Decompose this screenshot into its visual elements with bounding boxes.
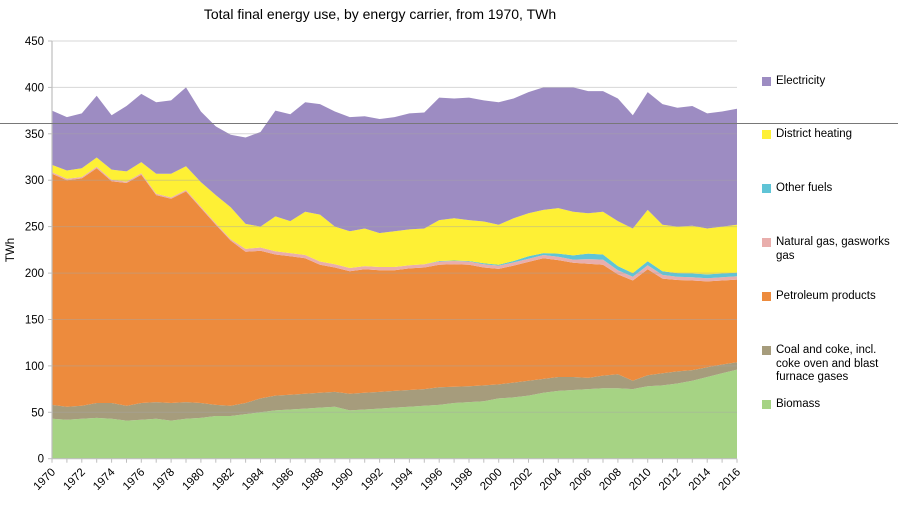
legend-label: Coal and coke, incl. coke oven and blast… (776, 344, 879, 384)
legend-swatch (762, 184, 771, 193)
x-tick-label-1992: 1992 (359, 466, 386, 493)
y-tick-label-300: 300 (25, 175, 44, 187)
y-tick-label-350: 350 (25, 129, 44, 141)
y-tick-label-200: 200 (25, 268, 44, 280)
legend-label: Petroleum products (776, 290, 876, 302)
legend-swatch (762, 400, 771, 409)
legend-swatch (762, 238, 771, 247)
x-tick-label-2002: 2002 (508, 466, 535, 493)
x-tick-label-2012: 2012 (657, 466, 684, 493)
chart-title: Total final energy use, by energy carrie… (203, 6, 557, 22)
legend-label: Electricity (776, 75, 826, 87)
area-petroleum-products (52, 168, 737, 407)
area-district-heating (52, 157, 737, 275)
x-tick-label-1972: 1972 (61, 466, 88, 493)
x-tick-label-1986: 1986 (270, 466, 297, 493)
legend-item-district-heating: District heating (762, 128, 852, 142)
y-tick-label-150: 150 (25, 315, 44, 327)
legend-label: Natural gas, gasworks gas (776, 236, 890, 262)
x-tick-label-1976: 1976 (121, 466, 148, 493)
legend-label: Other fuels (776, 182, 833, 194)
y-tick-label-400: 400 (25, 82, 44, 94)
legend-item-electricity: Electricity (762, 75, 825, 89)
x-tick-label-2014: 2014 (687, 466, 714, 493)
area-biomass (52, 369, 737, 459)
x-tick-label-1982: 1982 (210, 466, 237, 493)
x-tick-label-2010: 2010 (627, 466, 654, 493)
area-coal-and-coke-incl-coke-oven-and-blast-furnace-gases (52, 362, 737, 421)
legend-label: District heating (776, 128, 853, 140)
x-tick-label-2006: 2006 (568, 466, 595, 493)
x-tick-label-2016: 2016 (717, 466, 744, 493)
x-tick-label-1994: 1994 (389, 466, 416, 493)
legend-item-coal-and-coke-incl-coke-oven-and-blast-furnace-gases: Coal and coke, incl. coke oven and blast… (762, 344, 896, 385)
x-tick-label-1996: 1996 (419, 466, 446, 493)
x-tick-label-2008: 2008 (597, 466, 624, 493)
x-tick-label-1998: 1998 (449, 466, 476, 493)
x-tick-label-1980: 1980 (180, 466, 207, 493)
x-tick-label-2004: 2004 (538, 466, 565, 493)
x-tick-label-1974: 1974 (91, 466, 118, 493)
y-tick-label-100: 100 (25, 361, 44, 373)
y-tick-label-50: 50 (31, 407, 44, 419)
legend-item-other-fuels: Other fuels (762, 182, 832, 196)
legend-swatch (762, 130, 771, 139)
legend-swatch (762, 77, 771, 86)
legend-item-natural-gas-gasworks-gas: Natural gas, gasworks gas (762, 236, 896, 263)
legend-label: Biomass (776, 398, 821, 410)
y-tick-label-0: 0 (38, 454, 44, 466)
x-tick-label-1984: 1984 (240, 466, 267, 493)
legend-item-biomass: Biomass (762, 398, 820, 412)
y-tick-label-450: 450 (25, 36, 44, 48)
horizontal-rule (0, 123, 898, 124)
x-tick-label-1970: 1970 (32, 466, 59, 493)
x-tick-label-2000: 2000 (478, 466, 505, 493)
legend-swatch (762, 292, 771, 301)
x-tick-label-1990: 1990 (329, 466, 356, 493)
x-tick-label-1978: 1978 (151, 466, 178, 493)
y-tick-label-250: 250 (25, 222, 44, 234)
legend-swatch (762, 346, 771, 355)
y-axis-label: TWh (5, 238, 17, 262)
x-tick-label-1988: 1988 (300, 466, 327, 493)
legend-item-petroleum-products: Petroleum products (762, 290, 876, 304)
